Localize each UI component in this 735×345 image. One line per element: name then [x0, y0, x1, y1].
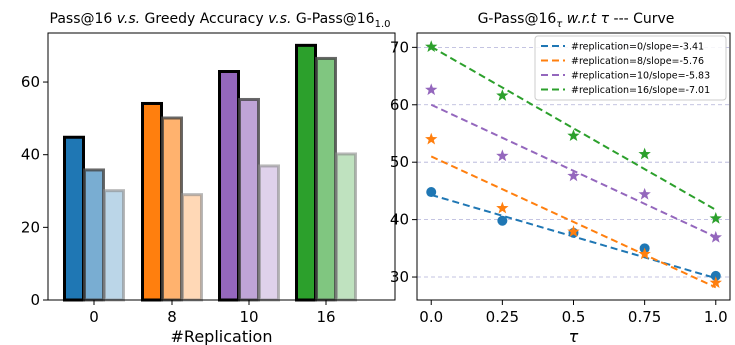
bar — [141, 101, 163, 302]
x-tick-label: 16 — [316, 308, 335, 326]
data-point — [567, 225, 580, 237]
bar — [161, 116, 183, 302]
data-point — [567, 169, 580, 182]
right-chart-title: G-Pass@16τ w.r.t τ --- Curve — [478, 11, 675, 30]
legend-label: #replication=8/slope=-5.76 — [571, 56, 704, 67]
right-title-wrt: w.r.t τ — [562, 11, 609, 27]
left-title-vs: v.s. — [117, 11, 140, 27]
bar — [218, 70, 240, 302]
plot-frame — [47, 32, 396, 301]
bar — [335, 152, 357, 302]
legend-label: #replication=10/slope=-5.83 — [571, 71, 710, 82]
data-point — [496, 149, 509, 162]
y-tick-label: 0 — [30, 291, 40, 309]
left-chart-title: Pass@16 v.s. Greedy Accuracy v.s. G-Pass… — [50, 11, 391, 30]
x-tick-label: 8 — [167, 308, 177, 326]
right-title-part: --- Curve — [609, 11, 674, 27]
x-tick-label: 0.75 — [628, 308, 661, 326]
y-tick-label: 70 — [390, 38, 409, 56]
y-tick-label: 50 — [390, 153, 409, 171]
data-point — [496, 89, 509, 101]
legend-label: #replication=16/slope=-7.01 — [571, 85, 710, 96]
right-scatter-chart: 30 40 50 60 70 0.0 0.25 0.5 0.75 1.0 τ #replication… — [390, 32, 731, 345]
x-tick-label: 1.0 — [704, 308, 728, 326]
data-point — [425, 83, 438, 96]
bar — [315, 56, 337, 302]
x-tick-label: 0.0 — [419, 308, 443, 326]
bar — [295, 43, 317, 302]
data-point — [426, 187, 437, 198]
legend-label: #replication=0/slope=-3.41 — [571, 42, 704, 53]
x-tick-label: 0 — [89, 308, 99, 326]
bar — [181, 193, 203, 302]
bar — [83, 168, 105, 302]
data-point — [425, 132, 438, 145]
left-bar-chart: 0 20 40 60 0 8 10 16 #Replication — [21, 32, 396, 345]
right-title-subscript: τ — [556, 19, 563, 30]
bar — [238, 97, 260, 302]
x-tick-label: 0.5 — [562, 308, 586, 326]
x-axis-label: #Replication — [171, 327, 273, 345]
x-tick-label: 0.25 — [486, 308, 519, 326]
data-point — [709, 230, 722, 243]
y-tick-label: 40 — [21, 146, 40, 164]
data-point — [710, 270, 721, 281]
bar — [103, 189, 125, 302]
bar — [63, 135, 85, 302]
y-tick-label: 40 — [390, 211, 409, 229]
left-title-part: Greedy Accuracy — [140, 11, 268, 27]
y-tick-label: 60 — [390, 96, 409, 114]
left-title-vs: v.s. — [268, 11, 291, 27]
left-title-part: Pass@16 — [50, 11, 117, 27]
data-point — [638, 147, 651, 160]
data-point — [497, 215, 508, 226]
right-title-part: G-Pass@16 — [478, 11, 557, 27]
data-point — [567, 129, 580, 142]
fit-line — [430, 155, 717, 289]
data-point — [638, 247, 651, 260]
y-tick-label: 60 — [21, 73, 40, 91]
legend-box — [534, 35, 727, 101]
bar — [258, 164, 280, 302]
left-title-part: G-Pass@16 — [291, 11, 374, 27]
data-point — [709, 211, 722, 224]
data-point — [496, 201, 509, 214]
data-point — [425, 40, 438, 53]
left-title-subscript: 1.0 — [375, 19, 391, 30]
y-tick-label: 30 — [390, 268, 409, 286]
data-point — [709, 276, 722, 289]
x-tick-label: 10 — [239, 308, 258, 326]
y-tick-label: 20 — [21, 218, 40, 236]
x-axis-label: τ — [569, 327, 579, 345]
data-point — [638, 187, 651, 200]
